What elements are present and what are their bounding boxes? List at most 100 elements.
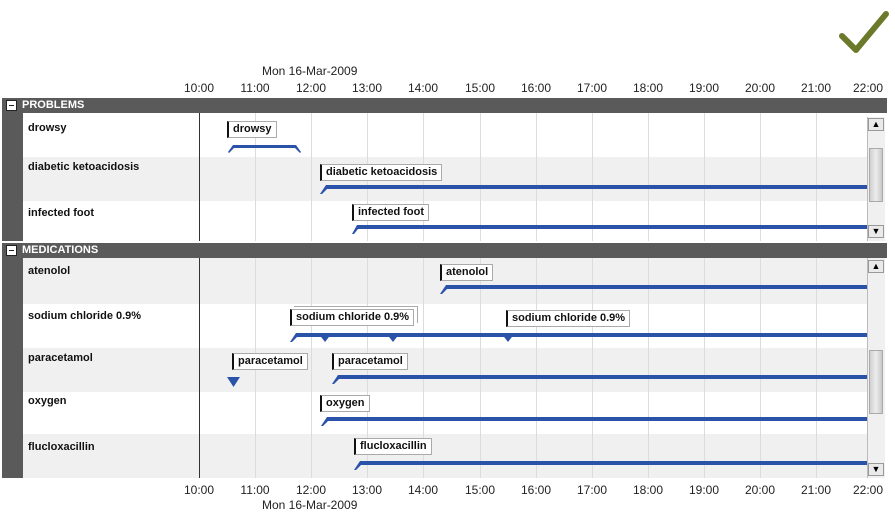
problems-title: PROBLEMS	[22, 99, 85, 111]
callout-oxygen[interactable]: oxygen	[320, 395, 370, 412]
gridline	[480, 258, 481, 478]
time-tick-label: 18:00	[632, 81, 664, 95]
checkmark-icon	[839, 11, 889, 53]
gridline	[648, 113, 649, 241]
time-tick-label: 16:00	[520, 81, 552, 95]
time-tick-label: 14:00	[407, 81, 439, 95]
gridline	[311, 113, 312, 241]
time-tick-label: 20:00	[744, 483, 776, 497]
callout-sodium-chloride-1[interactable]: sodium chloride 0.9%	[290, 309, 415, 326]
bar-atenolol	[440, 285, 867, 294]
row-bg	[23, 201, 867, 241]
medications-scroll-thumb[interactable]	[869, 350, 883, 414]
gridline	[704, 258, 705, 478]
time-tick-label: 12:00	[295, 81, 327, 95]
date-label-bottom: Mon 16-Mar-2009	[262, 498, 358, 512]
row-bg	[23, 157, 867, 201]
problem-label-diabetic-ketoacidosis: diabetic ketoacidosis	[28, 161, 140, 173]
callout-diabetic-ketoacidosis[interactable]: diabetic ketoacidosis	[320, 164, 443, 181]
collapse-medications-icon[interactable]	[6, 245, 17, 256]
time-tick-label: 10:00	[183, 483, 215, 497]
callout-atenolol[interactable]: atenolol	[440, 264, 494, 281]
arrow-down-icon: ▼	[871, 226, 881, 236]
medications-section-header[interactable]: MEDICATIONS	[2, 243, 887, 258]
time-tick-label: 20:00	[744, 81, 776, 95]
callout-sodium-chloride-2[interactable]: sodium chloride 0.9%	[506, 310, 631, 327]
bar-oxygen	[321, 417, 867, 426]
gridline	[816, 113, 817, 241]
medication-label-oxygen: oxygen	[28, 395, 67, 407]
bar-diabetic-ketoacidosis	[320, 185, 867, 194]
gridline	[480, 113, 481, 241]
gridline	[760, 258, 761, 478]
problem-label-infected-foot: infected foot	[28, 207, 94, 219]
problem-label-drowsy: drowsy	[28, 122, 67, 134]
arrow-up-icon: ▲	[871, 261, 881, 271]
collapse-problems-icon[interactable]	[6, 100, 17, 111]
gridline	[255, 113, 256, 241]
label-divider	[199, 258, 200, 478]
callout-drowsy[interactable]: drowsy	[227, 121, 277, 138]
row-bg	[23, 434, 867, 478]
marker-sodium-chloride-2	[386, 333, 400, 342]
time-tick-label: 19:00	[688, 81, 720, 95]
time-tick-label: 19:00	[688, 483, 720, 497]
label-divider	[199, 113, 200, 241]
time-tick-label: 17:00	[576, 483, 608, 497]
problems-gutter	[2, 113, 23, 241]
time-tick-label: 15:00	[464, 81, 496, 95]
gridline	[536, 113, 537, 241]
row-bg	[23, 348, 867, 392]
marker-sodium-chloride-3	[501, 333, 515, 342]
callout-flucloxacillin[interactable]: flucloxacillin	[354, 438, 432, 455]
problems-scroll-thumb[interactable]	[869, 148, 883, 202]
row-bg	[23, 304, 867, 348]
arrow-down-icon: ▼	[871, 464, 881, 474]
gridline	[760, 113, 761, 241]
time-tick-label: 22:00	[852, 483, 884, 497]
medications-gutter	[2, 258, 23, 478]
time-tick-label: 18:00	[632, 483, 664, 497]
time-tick-label: 17:00	[576, 81, 608, 95]
medications-scroll-up-button[interactable]: ▲	[868, 260, 884, 273]
gridline	[311, 258, 312, 478]
gridline	[423, 258, 424, 478]
problems-scroll-up-button[interactable]: ▲	[868, 118, 884, 131]
bar-sodium-chloride	[290, 333, 867, 342]
time-tick-label: 21:00	[800, 81, 832, 95]
time-tick-label: 13:00	[351, 81, 383, 95]
time-tick-label: 10:00	[183, 81, 215, 95]
marker-sodium-chloride-1	[318, 333, 332, 342]
bar-paracetamol	[332, 375, 867, 384]
bar-drowsy	[228, 145, 301, 153]
callout-paracetamol-1[interactable]: paracetamol	[232, 353, 308, 370]
bar-flucloxacillin	[354, 461, 867, 470]
callout-infected-foot[interactable]: infected foot	[352, 204, 429, 221]
gridline	[536, 258, 537, 478]
medications-scroll-down-button[interactable]: ▼	[868, 463, 884, 476]
time-tick-label: 14:00	[407, 483, 439, 497]
medication-label-sodium-chloride: sodium chloride 0.9%	[28, 310, 142, 322]
gridline	[648, 258, 649, 478]
gridline	[592, 258, 593, 478]
date-label-top: Mon 16-Mar-2009	[262, 64, 358, 78]
time-tick-label: 13:00	[351, 483, 383, 497]
time-tick-label: 21:00	[800, 483, 832, 497]
callout-paracetamol-2[interactable]: paracetamol	[332, 353, 408, 370]
gridline	[704, 113, 705, 241]
row-bg	[23, 392, 867, 434]
medication-label-paracetamol: paracetamol	[28, 352, 93, 364]
row-bg	[23, 113, 867, 157]
time-tick-label: 15:00	[464, 483, 496, 497]
time-tick-label: 22:00	[852, 81, 884, 95]
time-tick-label: 16:00	[520, 483, 552, 497]
time-tick-label: 11:00	[240, 81, 270, 95]
time-tick-label: 12:00	[295, 483, 327, 497]
medication-label-atenolol: atenolol	[28, 265, 71, 277]
problems-section-header[interactable]: PROBLEMS	[2, 98, 887, 113]
bar-infected-foot	[352, 225, 867, 234]
problems-scroll-down-button[interactable]: ▼	[868, 225, 884, 238]
medications-title: MEDICATIONS	[22, 244, 99, 256]
gridline	[816, 258, 817, 478]
